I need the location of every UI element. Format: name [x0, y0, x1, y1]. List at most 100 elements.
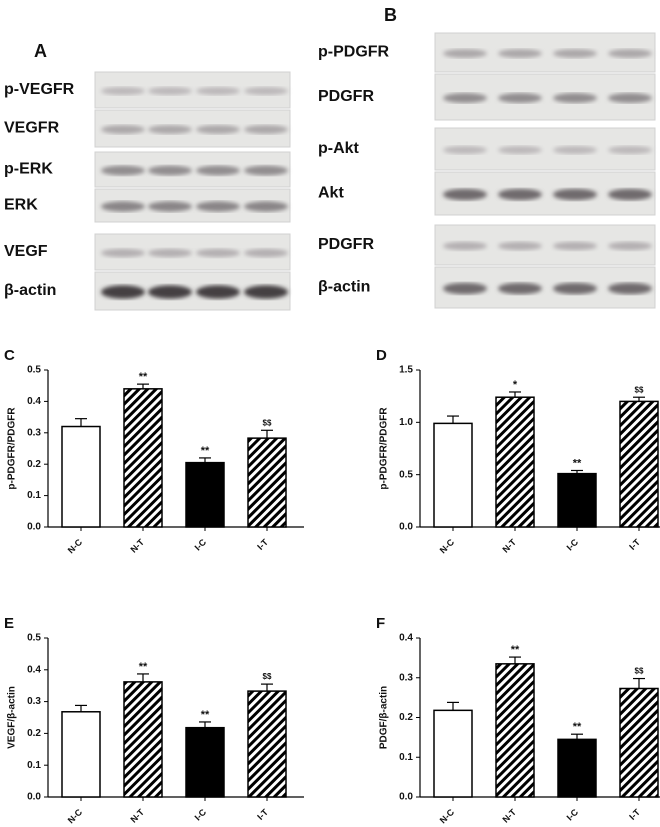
blot-band	[608, 49, 652, 58]
blot-band	[608, 93, 652, 103]
blot-label: ERK	[4, 197, 38, 214]
y-tick-label: 0.1	[27, 490, 41, 501]
blot-band	[608, 241, 652, 251]
bar	[185, 726, 225, 798]
bar	[185, 461, 225, 528]
blot-band	[148, 248, 192, 258]
significance-label: **	[201, 445, 210, 457]
blot-band	[101, 248, 145, 258]
significance-label: **	[201, 709, 210, 721]
blot-band	[498, 282, 542, 295]
significance-label: **	[139, 371, 148, 383]
blot-band	[244, 248, 288, 258]
bar	[247, 437, 287, 528]
y-axis-label: p-PDGFR/PDGFR	[7, 407, 18, 490]
x-tick-label: N-T	[128, 807, 146, 825]
x-tick-label: N-C	[66, 537, 85, 556]
blot-label: p-PDGFR	[318, 44, 390, 61]
bar	[61, 425, 101, 528]
x-tick-label: I-C	[193, 537, 209, 553]
blot-band	[244, 201, 288, 212]
blot-band	[196, 248, 240, 258]
x-tick-label: I-C	[565, 537, 581, 553]
x-tick-label: N-T	[128, 537, 146, 555]
significance-label: $$	[263, 672, 272, 681]
significance-label: **	[139, 661, 148, 673]
blot-band	[148, 201, 192, 212]
y-axis-label: PDGF/β-actin	[379, 686, 390, 749]
y-tick-label: 0.5	[399, 469, 413, 480]
panel-label: D	[376, 347, 387, 364]
y-tick-label: 0.4	[399, 633, 413, 644]
bar	[247, 690, 287, 798]
blot-label: PDGFR	[318, 236, 374, 253]
blot-band	[498, 188, 542, 201]
blot-band	[498, 93, 542, 103]
blot-label: β-actin	[4, 282, 56, 299]
blot-band	[608, 282, 652, 295]
blot-band	[244, 285, 288, 299]
blot-band	[196, 201, 240, 212]
x-tick-label: N-C	[438, 537, 457, 556]
bar	[433, 422, 473, 528]
blot-band	[101, 165, 145, 176]
blot-band	[101, 125, 145, 134]
y-tick-label: 0.1	[27, 760, 41, 771]
bar	[619, 400, 659, 528]
y-tick-label: 0.2	[27, 728, 41, 739]
x-tick-label: N-C	[66, 807, 85, 826]
blot-band	[148, 165, 192, 176]
blot-band	[443, 146, 487, 154]
blot-band	[443, 241, 487, 251]
blot-band	[498, 49, 542, 58]
blot-band	[553, 282, 597, 295]
blot-band	[553, 49, 597, 58]
blot-band	[553, 93, 597, 103]
blot-band	[244, 165, 288, 176]
blot-band	[244, 125, 288, 134]
x-tick-label: N-C	[438, 807, 457, 826]
y-tick-label: 0.4	[27, 396, 41, 407]
blot-band	[443, 49, 487, 58]
blot-label: p-VEGFR	[4, 81, 75, 98]
x-tick-label: I-T	[627, 537, 642, 552]
bar	[495, 396, 535, 528]
x-tick-label: I-T	[255, 537, 270, 552]
x-tick-label: I-T	[627, 807, 642, 822]
x-tick-label: I-C	[565, 807, 581, 823]
x-tick-label: I-T	[255, 807, 270, 822]
blot-band	[443, 188, 487, 201]
blot-band	[608, 188, 652, 201]
blot-band	[101, 201, 145, 212]
blot-band	[443, 93, 487, 103]
y-tick-label: 1.5	[399, 365, 413, 376]
blot-band	[553, 241, 597, 251]
blot-label: PDGFR	[318, 88, 374, 105]
blot-band	[196, 165, 240, 176]
y-tick-label: 0.2	[399, 712, 413, 723]
y-tick-label: 1.0	[399, 417, 413, 428]
panel-label: C	[4, 347, 15, 364]
blot-band	[101, 87, 145, 95]
blot-band	[553, 188, 597, 201]
y-tick-label: 0.0	[27, 522, 41, 533]
blot-label: VEGFR	[4, 120, 60, 137]
blot-band	[608, 146, 652, 154]
blot-band	[196, 87, 240, 95]
significance-label: **	[573, 457, 582, 469]
y-tick-label: 0.5	[27, 633, 41, 644]
blot-label: p-ERK	[4, 161, 53, 178]
x-tick-label: N-T	[500, 807, 518, 825]
y-tick-label: 0.0	[399, 522, 413, 533]
y-tick-label: 0.5	[27, 365, 41, 376]
bar	[123, 388, 163, 528]
panel-label: B	[384, 5, 397, 25]
bar	[619, 687, 659, 798]
blot-band	[553, 146, 597, 154]
blot-band	[196, 125, 240, 134]
significance-label: **	[573, 721, 582, 733]
blot-band	[148, 87, 192, 95]
blot-band	[148, 125, 192, 134]
bar	[61, 711, 101, 798]
y-tick-label: 0.2	[27, 459, 41, 470]
